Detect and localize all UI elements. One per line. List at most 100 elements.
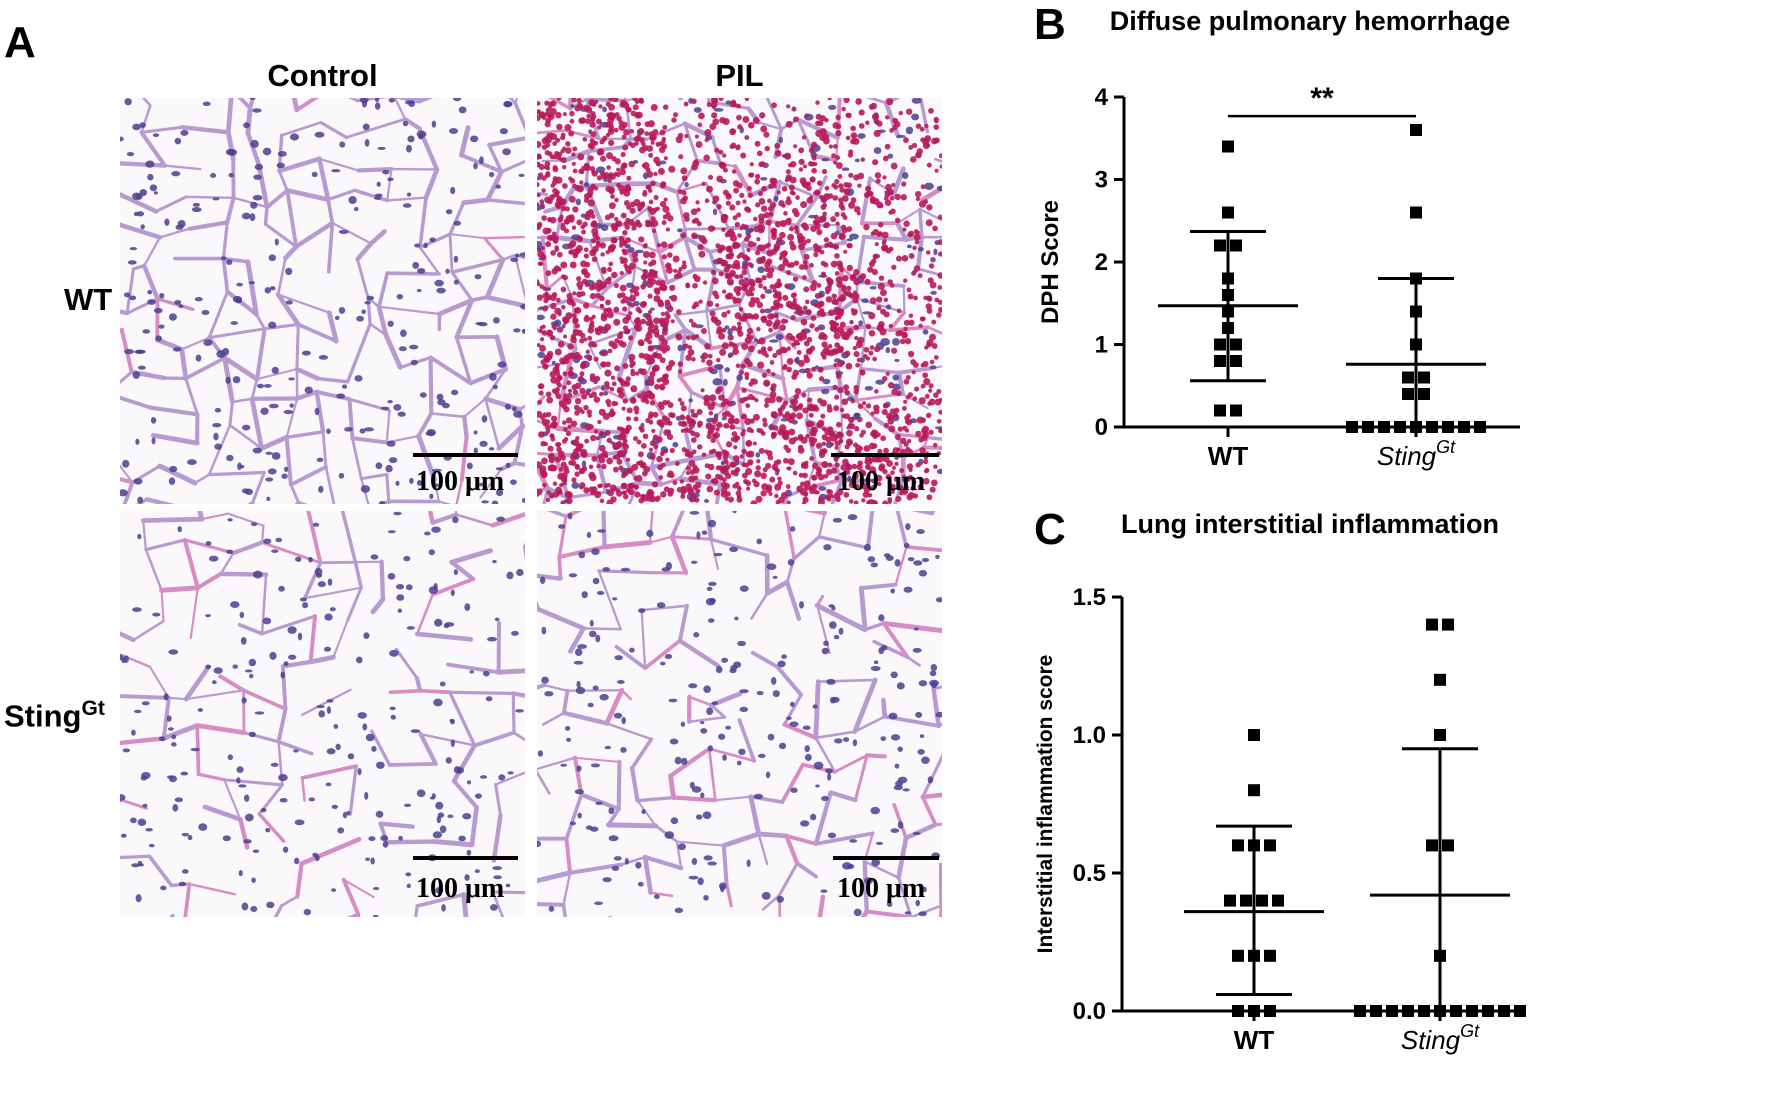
data-point — [1230, 239, 1242, 252]
data-point — [1410, 421, 1422, 433]
micrograph-sting-control: 100 μm — [120, 511, 525, 917]
data-point — [1222, 305, 1234, 318]
data-point — [1230, 355, 1242, 367]
data-point — [1410, 305, 1422, 318]
data-point — [1458, 421, 1470, 433]
data-point — [1264, 949, 1276, 962]
data-point — [1418, 1005, 1430, 1017]
tissue-texture-sting-control — [120, 511, 525, 917]
micrograph-sting-pil: 100 μm — [537, 511, 942, 917]
data-point — [1426, 618, 1438, 631]
data-point — [1402, 371, 1414, 384]
data-point — [1418, 388, 1430, 400]
data-point — [1214, 355, 1226, 367]
column-label-pil: PIL — [715, 58, 764, 93]
y-tick-label: 1.0 — [1073, 722, 1106, 749]
data-point — [1402, 388, 1414, 400]
significance-label: ** — [1310, 82, 1334, 115]
data-point — [1232, 1005, 1244, 1017]
data-point — [1362, 421, 1374, 433]
micrograph-wt-control: 100 μm — [120, 98, 525, 504]
chart-title: Diffuse pulmonary hemorrhage — [1110, 6, 1511, 36]
y-tick-label: 2 — [1095, 249, 1108, 276]
chart-title: Lung interstitial inflammation — [1121, 509, 1499, 539]
data-point — [1410, 338, 1422, 351]
data-point — [1248, 1005, 1260, 1017]
data-point — [1370, 1005, 1382, 1017]
row-label-sting-text: Sting — [4, 698, 82, 734]
data-point — [1222, 140, 1234, 153]
scale-bar — [833, 856, 939, 860]
data-point — [1248, 839, 1260, 852]
data-point — [1498, 1005, 1510, 1017]
data-point — [1378, 421, 1390, 433]
panel-letter-b: B — [1034, 0, 1066, 49]
data-point — [1386, 1005, 1398, 1017]
row-label-sting: StingGt — [4, 697, 105, 734]
data-point — [1264, 839, 1276, 852]
data-point — [1410, 124, 1422, 136]
tissue-texture-sting-pil — [537, 511, 942, 917]
y-axis-label: DPH Score — [1037, 200, 1064, 324]
data-point — [1256, 894, 1268, 907]
scale-bar-label: 100 μm — [416, 873, 505, 904]
data-point — [1230, 404, 1242, 417]
data-point — [1394, 421, 1406, 433]
data-point — [1442, 839, 1454, 852]
data-point — [1214, 338, 1226, 351]
data-point — [1434, 673, 1446, 686]
row-label-wt: WT — [64, 282, 112, 318]
panel-letter-c: C — [1034, 505, 1066, 554]
tissue-texture-wt-control — [120, 98, 525, 504]
column-label-control: Control — [267, 58, 378, 93]
scale-bar — [831, 453, 939, 457]
row-label-sting-superscript: Gt — [81, 697, 105, 720]
data-point — [1214, 239, 1226, 252]
y-axis-label: Interstitial inflammation score — [1034, 655, 1057, 954]
scale-bar — [413, 856, 518, 860]
scale-bar-label: 100 μm — [837, 466, 926, 497]
y-tick-label: 3 — [1095, 167, 1108, 194]
data-point — [1248, 729, 1260, 741]
data-point — [1222, 322, 1234, 334]
micrograph-wt-pil: 100 μm — [537, 98, 942, 504]
row-label-wt-text: WT — [64, 282, 113, 317]
data-point — [1450, 1005, 1462, 1017]
data-point — [1214, 404, 1226, 417]
data-point — [1264, 1005, 1276, 1017]
data-point — [1232, 949, 1244, 962]
data-point — [1240, 894, 1252, 907]
x-tick-label: WT — [1208, 441, 1249, 471]
data-point — [1222, 206, 1234, 219]
data-point — [1224, 894, 1236, 907]
data-point — [1410, 272, 1422, 285]
y-tick-label: 0.0 — [1073, 998, 1106, 1025]
x-tick-label: StingGt — [1401, 1021, 1480, 1055]
data-point — [1434, 729, 1446, 741]
y-tick-label: 0 — [1095, 414, 1108, 441]
data-point — [1482, 1005, 1494, 1017]
panel-letter-a: A — [4, 18, 36, 67]
x-tick-label: StingGt — [1377, 437, 1456, 471]
y-tick-label: 0.5 — [1073, 860, 1106, 887]
data-point — [1272, 894, 1284, 907]
data-point — [1402, 1005, 1414, 1017]
data-point — [1410, 206, 1422, 219]
data-point — [1222, 289, 1234, 301]
data-point — [1442, 618, 1454, 631]
scale-bar-label: 100 μm — [837, 873, 926, 904]
data-point — [1418, 371, 1430, 384]
data-point — [1466, 1005, 1478, 1017]
data-point — [1474, 421, 1486, 433]
data-point — [1248, 784, 1260, 797]
data-point — [1232, 839, 1244, 852]
data-point — [1434, 949, 1446, 962]
scale-bar — [413, 453, 518, 457]
scale-bar-label: 100 μm — [416, 466, 505, 497]
y-tick-label: 4 — [1095, 84, 1109, 111]
y-tick-label: 1 — [1095, 332, 1108, 359]
data-point — [1248, 949, 1260, 962]
